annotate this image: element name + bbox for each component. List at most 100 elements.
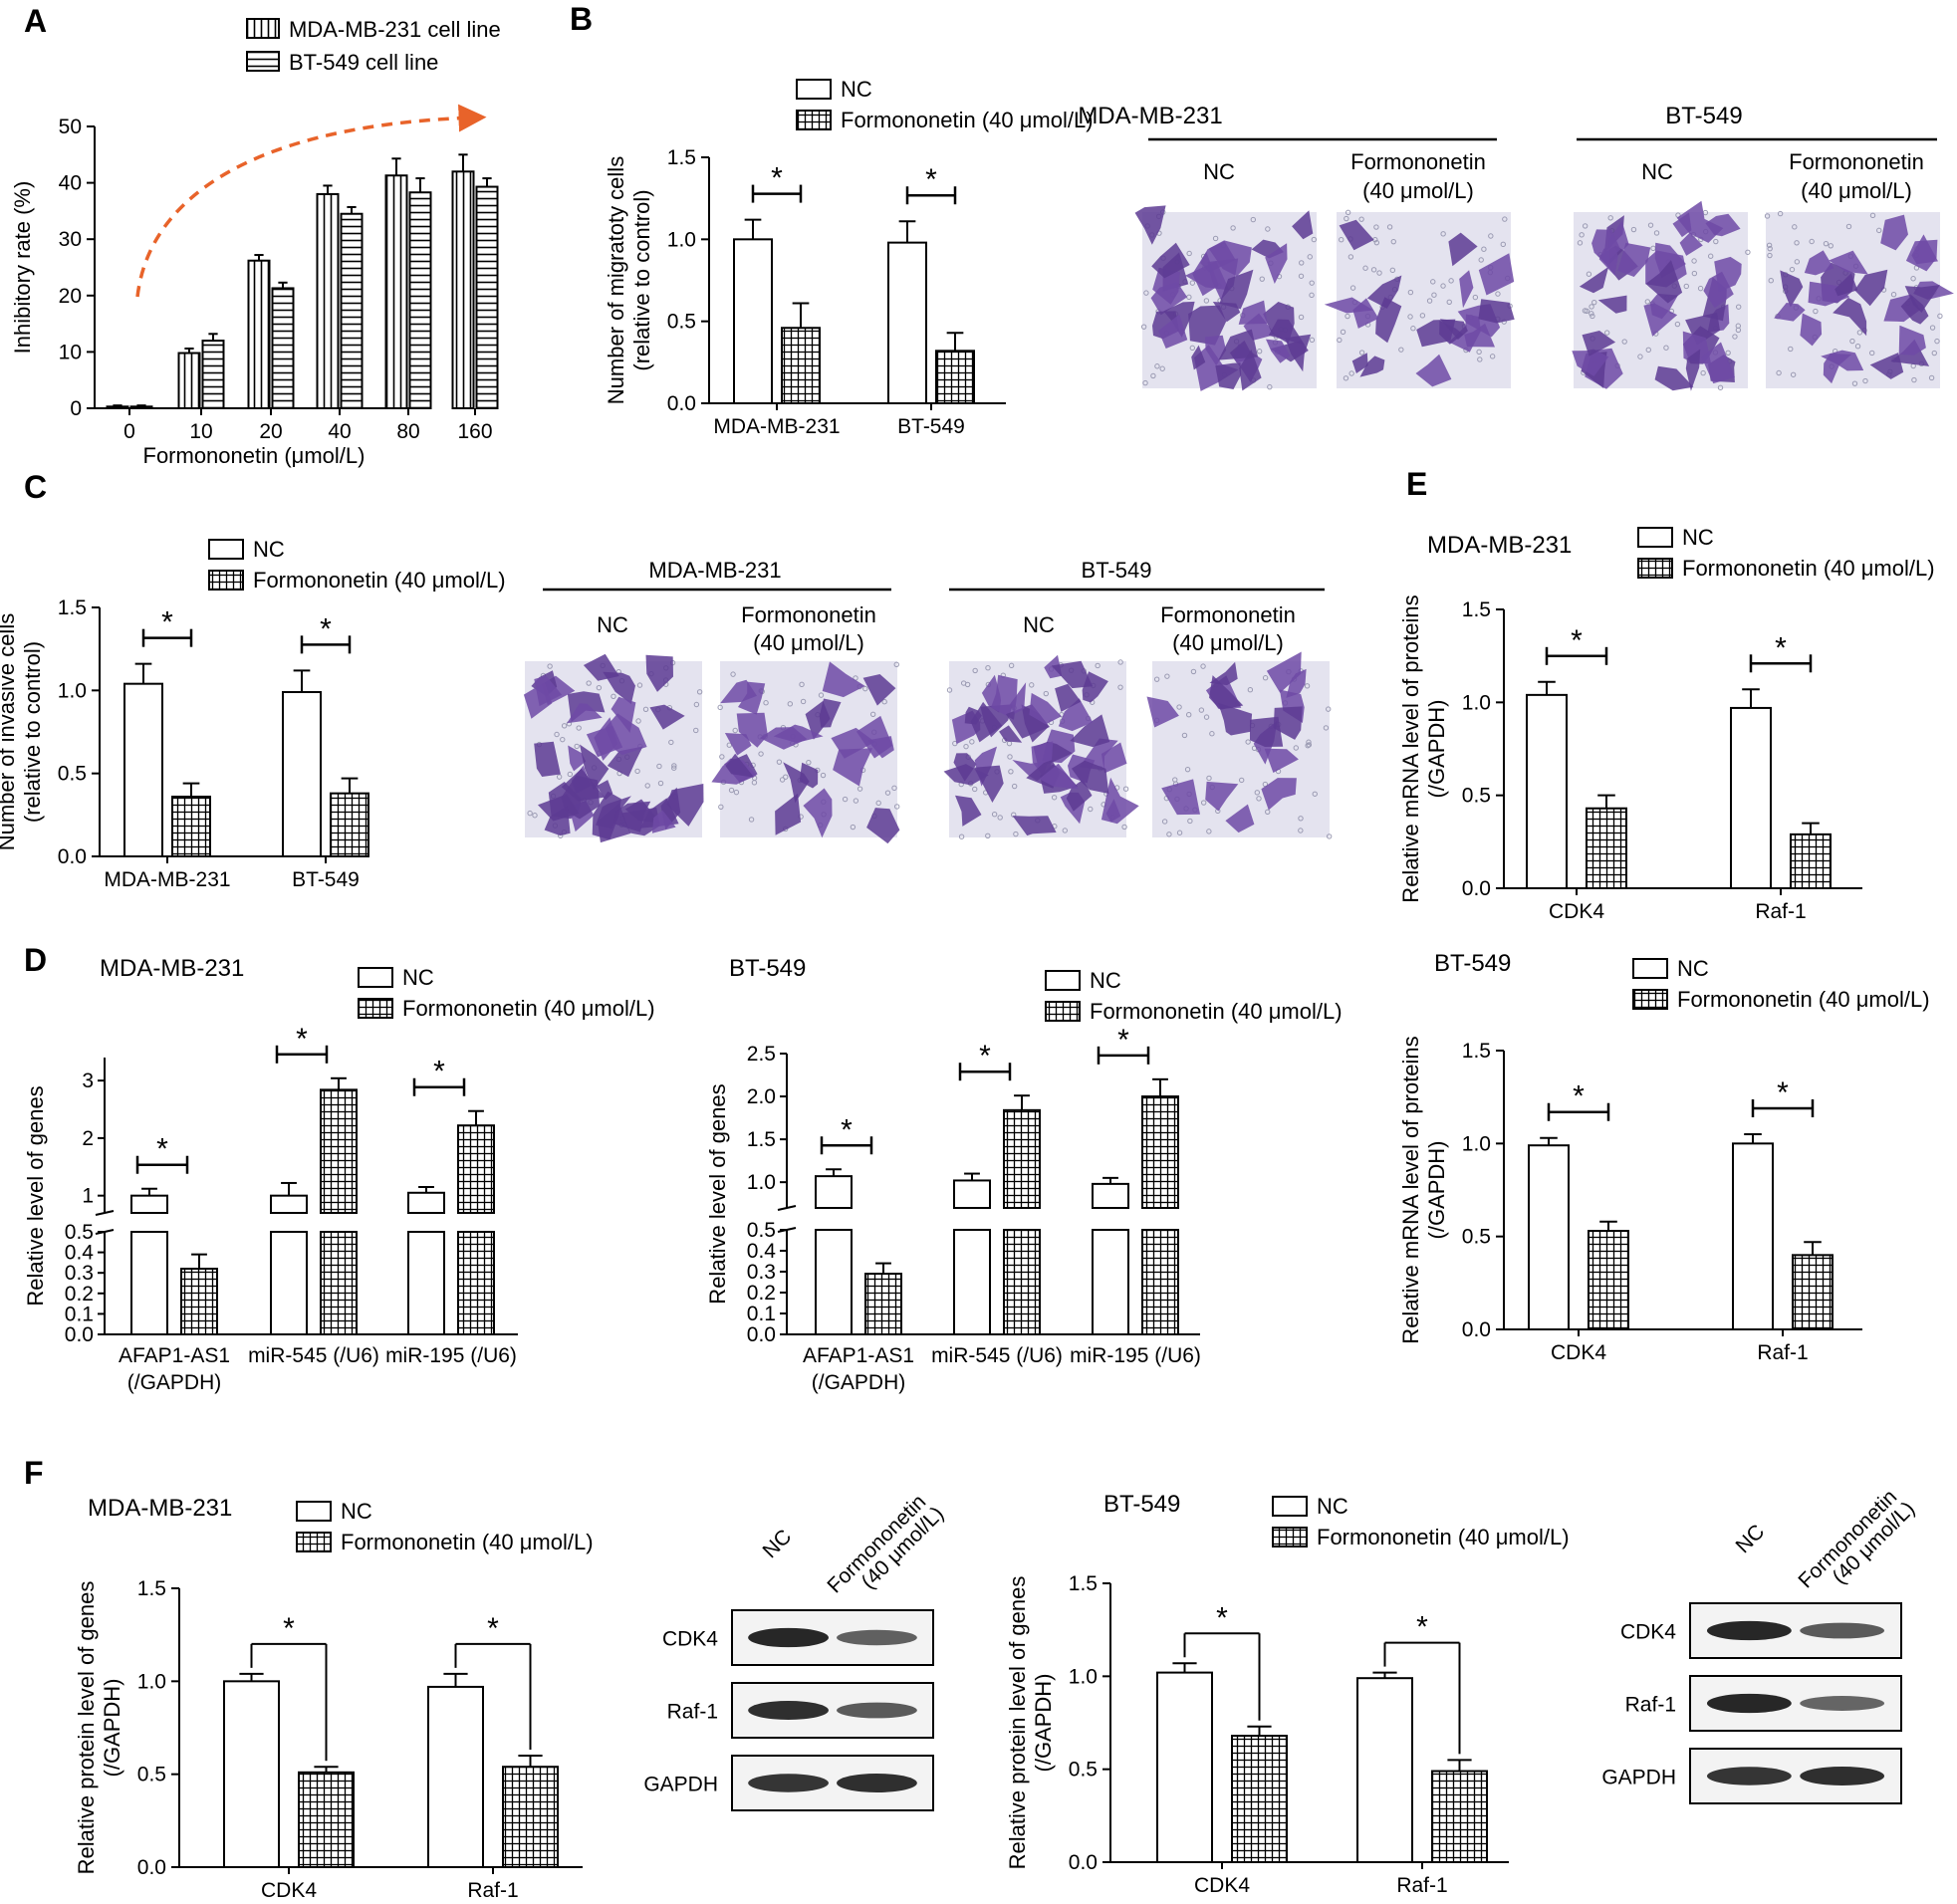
stained-cell (1265, 243, 1288, 284)
membrane-pore (1591, 299, 1597, 306)
bar-formononetin-1-lower (320, 1231, 358, 1335)
membrane-pore (1043, 690, 1049, 697)
x-tick-label: BT-549 (292, 868, 360, 891)
membrane-pore (1340, 329, 1346, 336)
chart-title: BT-549 (1434, 950, 1511, 977)
membrane-pore (726, 742, 732, 748)
membrane-pore (1140, 324, 1147, 330)
membrane-pore (875, 800, 881, 807)
membrane-pore (1164, 673, 1170, 679)
stained-cell (1833, 297, 1867, 337)
bar-formononetin-0 (129, 405, 153, 410)
panel-label-b: B (570, 1, 593, 37)
y-axis-label-units: (/GAPDH) (100, 1679, 124, 1778)
stained-cell (1572, 349, 1609, 376)
stained-cell (736, 712, 768, 748)
membrane-pore (1934, 338, 1940, 345)
stained-cell (603, 671, 635, 705)
stained-cell (819, 698, 842, 728)
membrane-pore (1767, 252, 1773, 259)
membrane-pore (1589, 304, 1594, 310)
legend-label-formononetin: Formononetin (40 μmol/L) (1317, 1525, 1570, 1549)
membrane-pore (763, 700, 769, 706)
legend-a-swatch-bt (246, 51, 280, 72)
membrane-pore (1390, 238, 1396, 245)
membrane-pore (1845, 223, 1852, 230)
bar-formononetin-0 (1231, 1735, 1288, 1863)
stained-cell (1705, 213, 1741, 237)
x-tick-label: Raf-1 (1396, 1874, 1447, 1897)
y-tick-label: 1.0 (1462, 691, 1491, 714)
membrane-pore (776, 759, 783, 765)
micrograph-label-dose: (40 μmol/L) (1172, 630, 1284, 655)
y-tick-label: 0.5 (1462, 1226, 1491, 1249)
stained-cell (803, 788, 833, 838)
blot-band-cdk4-nc (1706, 1620, 1792, 1641)
membrane-pore (997, 815, 1003, 821)
stained-cell (1218, 702, 1253, 736)
significance-star: * (320, 612, 332, 645)
y-axis-label: Relative protein level of genes (1005, 1576, 1030, 1870)
membrane-pore (1190, 668, 1197, 675)
chart-b-migratory-cells: 0.0 0.5 1.0 1.5 Number of migratoty cells (re… (604, 77, 1094, 438)
membrane-pore (1307, 254, 1313, 260)
x-tick-label: miR-195 (/U6) (385, 1344, 517, 1367)
stained-cell (1151, 242, 1190, 279)
membrane-pore (1577, 240, 1584, 246)
stained-cell (1821, 350, 1864, 371)
membrane-pore (1187, 818, 1193, 825)
x-tick-label: Raf-1 (1757, 1341, 1808, 1364)
membrane-pore (1764, 213, 1771, 219)
membrane-pore (1256, 349, 1263, 355)
significance-star: * (1571, 624, 1583, 657)
membrane-pore (1008, 662, 1015, 669)
membrane-pore (1159, 365, 1165, 371)
stained-cell (1071, 760, 1109, 794)
y-tick-label: 50 (59, 116, 82, 138)
stained-cell (1051, 660, 1094, 689)
legend-swatch-nc (796, 79, 832, 100)
legend-label-nc: NC (1677, 956, 1709, 981)
chart-d-bt-genes: 0.00.10.20.30.40.5 1.0 1.5 2.0 2.5 Relative l… (705, 955, 1343, 1394)
stained-cell (597, 780, 613, 801)
x-tick-label: (/GAPDH) (127, 1371, 222, 1394)
membrane-pore (1890, 292, 1897, 298)
membrane-pore (693, 701, 700, 708)
x-tick-label: 20 (259, 420, 282, 443)
stained-cell (607, 746, 643, 778)
y-tick-label: 0.0 (137, 1856, 166, 1879)
membrane-pore (1645, 347, 1651, 354)
y-axis-label: Relative level of genes (23, 1085, 48, 1306)
stained-cell (567, 703, 603, 724)
y-tick-label: 1.5 (1462, 1040, 1491, 1063)
membrane-pore (1489, 354, 1496, 359)
bar-nc-1 (427, 1685, 484, 1869)
membrane-pore (893, 804, 900, 810)
y-axis-label: Relative level of genes (705, 1083, 730, 1304)
membrane-pore (696, 689, 703, 695)
y-tick-label: 1 (82, 1185, 94, 1208)
significance-star: * (283, 1612, 295, 1645)
y-axis-label: Relative mRNA level of proteins (1398, 1036, 1423, 1343)
legend-label-nc: NC (1317, 1494, 1348, 1519)
stained-cell (568, 745, 587, 772)
membrane-pore (574, 743, 580, 750)
stained-cell (1900, 295, 1929, 325)
stained-cell (649, 704, 685, 730)
stained-cell (1591, 229, 1621, 264)
y-tick-label: 0.2 (747, 1282, 776, 1305)
membrane-pore (1732, 334, 1738, 340)
x-tick-label: CDK4 (1551, 1341, 1606, 1364)
membrane-pore (1007, 754, 1013, 760)
blot-band-cdk4-formononetin (837, 1629, 917, 1646)
chart-a-inhibitory-rate: 0 10 20 30 40 50 Inhibitory rate (%) 0 10 20 40 80 1… (10, 116, 499, 468)
membrane-pore (1426, 298, 1433, 304)
y-tick-label: 30 (59, 228, 82, 251)
membrane-pore (1430, 279, 1436, 285)
stained-cell (1780, 270, 1804, 308)
membrane-pore (1683, 283, 1689, 290)
legend-swatch-nc (208, 539, 244, 560)
bar-nc-1-lower (270, 1231, 308, 1335)
y-tick-label: 0.5 (747, 1219, 776, 1242)
membrane-pore (1477, 357, 1483, 362)
